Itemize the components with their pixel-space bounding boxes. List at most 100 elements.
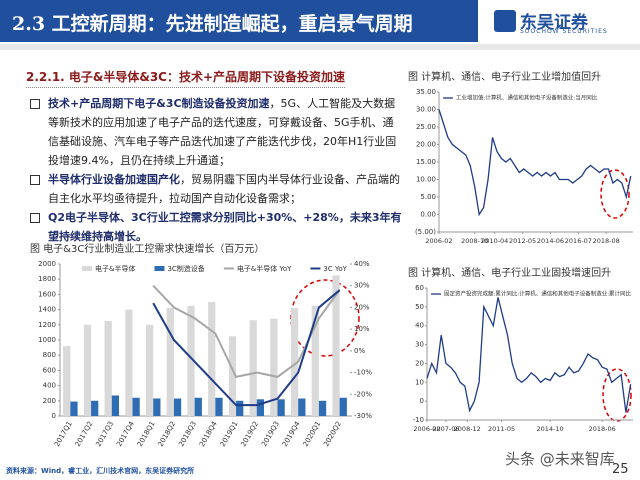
- bar: [194, 397, 202, 416]
- x-tick-label: 2019Q4: [281, 420, 302, 449]
- y-tick-label: 10: [415, 378, 424, 386]
- x-tick-label: 2019Q1: [219, 420, 240, 448]
- y-tick-label: -10: [413, 416, 424, 424]
- logo-en: SOOCHOW SECURITIES: [520, 28, 608, 35]
- bar: [249, 320, 257, 416]
- y-tick-label: 5.00: [420, 193, 436, 201]
- bar: [166, 308, 174, 416]
- y-tick-label: 40: [415, 322, 424, 330]
- bullet-text: ，5G、人工智能及大数据等新技术的应用加速了电子产品的迭代速度，可穿戴设备、5G…: [48, 97, 397, 167]
- y-tick-label: 15.00: [416, 158, 436, 166]
- x-tick-label: 2017Q4: [115, 420, 136, 449]
- page-number: 25: [612, 462, 629, 477]
- y2-tick-label: 40%: [354, 260, 370, 268]
- bar: [318, 400, 327, 416]
- highlight: [602, 368, 632, 422]
- y-tick-label: 1000: [38, 336, 56, 344]
- y-tick-label: 60: [415, 284, 424, 292]
- x-tick-label: 2016-07: [565, 237, 592, 245]
- x-tick-label: 2017Q1: [53, 420, 74, 448]
- header-title: 2.3 工控新周期：先进制造崛起，重启景气周期: [12, 13, 413, 35]
- x-tick-label: 2006-02: [425, 237, 452, 245]
- y2-tick-label: -30%: [354, 412, 372, 420]
- y-tick-label: 0: [420, 397, 424, 405]
- highlight: [600, 169, 630, 219]
- x-tick-label: 2014-06: [537, 237, 564, 245]
- chart: (5.00) 0.00 5.00 10.00 15.00 20.00 25.00 30.00 3…: [415, 88, 633, 245]
- x-tick-label: 2019Q3: [260, 420, 281, 448]
- legend-label: 电子&半导体: [95, 264, 135, 273]
- y-tick-label: 20.00: [416, 141, 436, 149]
- bar: [145, 324, 154, 416]
- y2-tick-label: 20%: [354, 303, 370, 311]
- legend-label: 固定资产投资完成额:累计同比:计算机、通信和其他电子设备制造业:累计同比: [444, 290, 632, 298]
- highlight: [290, 279, 360, 357]
- x-tick-label: 2012-05: [509, 237, 536, 245]
- bar: [70, 401, 78, 416]
- bar: [290, 308, 299, 416]
- y-tick-label: 1200: [38, 321, 56, 329]
- chart: 0 200 400 600 800 1000 1200 1400 1600 1800 2000 -30…: [38, 260, 372, 449]
- bar: [208, 302, 216, 416]
- bar: [215, 397, 223, 416]
- y-tick-label: 30.00: [416, 106, 436, 114]
- x-tick-label: 2018Q1: [136, 420, 157, 448]
- bullet: Q2电子半导体、3C行业工控需求分别同比+30%、+28%，未来3年有望持续维持…: [30, 208, 402, 246]
- header-bar: [0, 0, 478, 42]
- bar: [132, 397, 140, 416]
- y-tick-label: 25.00: [416, 123, 436, 131]
- bullet: 半导体行业设备加速国产化，贸易阴霾下国内半导体行业设备、产品端的自主化水平均亟待…: [30, 170, 402, 208]
- bar: [91, 400, 99, 416]
- y-tick-label: 30: [415, 341, 424, 349]
- bar: [298, 398, 306, 416]
- bar: [187, 305, 195, 416]
- bar: [332, 275, 340, 416]
- y2-tick-label: 10%: [354, 325, 370, 333]
- bar: [153, 398, 161, 416]
- line: [438, 109, 632, 217]
- y-tick-label: 50: [415, 303, 424, 311]
- x-tick-label: 2020Q1: [302, 420, 323, 448]
- y-tick-label: 20: [415, 359, 424, 367]
- y2-tick-label: 30%: [354, 282, 370, 290]
- bar: [236, 400, 244, 416]
- x-tick-label: 2018-08: [593, 237, 620, 245]
- y-tick-label: 10.00: [416, 176, 436, 184]
- bar: [111, 395, 120, 416]
- bar: [311, 305, 319, 416]
- y-tick-label: 0.00: [420, 211, 436, 219]
- x-tick-label: 2017Q2: [74, 420, 95, 448]
- x-tick-label: 2014-10: [537, 425, 564, 433]
- y2-tick-label: 0%: [354, 347, 365, 355]
- x-tick-label: 2006-02: [413, 425, 440, 433]
- bullet-text: ，贸易阴霾下国内半导体行业设备、产品端的自主化水平均亟待提升，拉动国产自动化设备…: [48, 173, 400, 205]
- y-tick-label: 2000: [38, 260, 56, 268]
- y-tick-label: 800: [43, 351, 56, 359]
- x-tick-label: 2010-04: [481, 237, 508, 245]
- legend-label: 3C YoY: [323, 265, 347, 273]
- legend-label: 电子&半导体 YoY: [237, 264, 292, 273]
- logo-mark: [494, 10, 516, 32]
- x-tick-label: 2018Q4: [198, 420, 219, 449]
- divider: [0, 44, 640, 50]
- legend-label: 工业增加值:计算机、通信和其他电子设备制造业:当月同比: [456, 94, 598, 102]
- x-tick-label: 2008-10: [461, 237, 488, 245]
- y-tick-label: (5.00): [415, 228, 436, 236]
- bar: [173, 398, 182, 416]
- chart-caption: 图 计算机、通信、电子行业工业增加值回升: [408, 72, 602, 83]
- bullet-bold: Q2电子半导体、3C行业工控需求分别同比+30%、+28%，未来3年有望持续维持…: [48, 211, 402, 243]
- bar: [104, 321, 112, 416]
- y-tick-label: 0: [52, 412, 56, 420]
- legend-label: 3C制造设备: [167, 264, 204, 273]
- x-tick-label: 2011-05: [488, 425, 515, 433]
- chart-caption: 图 电子&3C行业制造业工控需求快速增长（百万元）: [30, 244, 265, 255]
- x-tick-label: 2018-06: [589, 425, 616, 433]
- watermark: 头条 @未来智库: [505, 450, 615, 468]
- y-tick-label: 400: [43, 382, 56, 390]
- line: [426, 297, 632, 413]
- bar: [125, 309, 133, 416]
- x-tick-label: 2017Q3: [94, 420, 115, 448]
- legend-swatch: [154, 266, 165, 271]
